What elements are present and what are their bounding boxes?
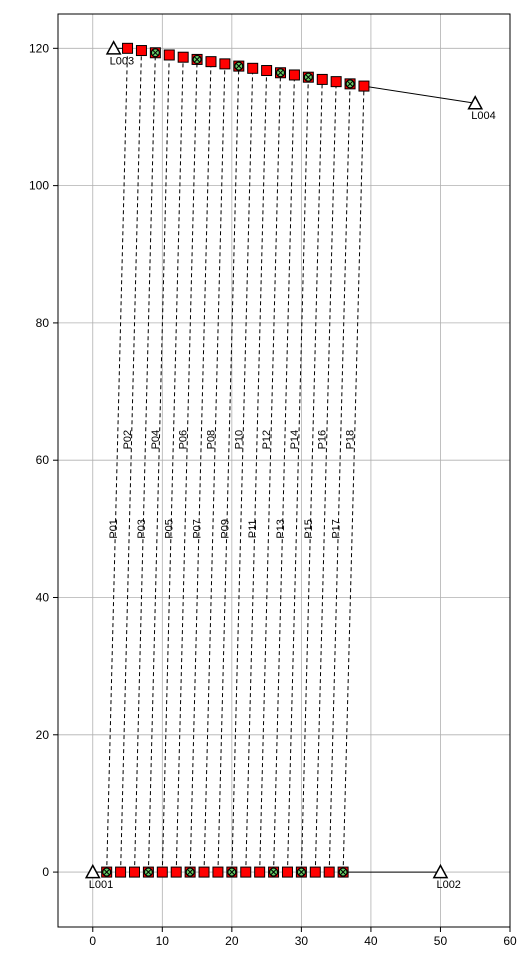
profile-line xyxy=(190,62,211,872)
profile-line xyxy=(148,55,169,872)
corner-label: L004 xyxy=(471,110,495,122)
profile-line xyxy=(134,53,155,872)
profile-line xyxy=(246,71,267,873)
triangle-marker xyxy=(86,865,99,877)
red-square-marker xyxy=(255,867,265,877)
y-tick-label: 0 xyxy=(42,865,49,879)
triangle-marker xyxy=(434,865,447,877)
profile-label: P09 xyxy=(219,519,231,539)
profile-label: P13 xyxy=(275,519,287,539)
profile-label: P11 xyxy=(247,519,259,538)
profile-label: P16 xyxy=(317,430,329,450)
red-square-marker xyxy=(289,70,299,80)
profile-line xyxy=(287,77,308,872)
red-square-marker xyxy=(359,81,369,91)
triangle-marker xyxy=(107,42,120,54)
corner-label: L003 xyxy=(110,55,134,67)
red-square-marker xyxy=(331,77,341,87)
profile-line xyxy=(301,79,322,872)
x-tick-label: 0 xyxy=(89,934,96,948)
y-tick-label: 80 xyxy=(36,316,50,330)
profile-label: P15 xyxy=(303,519,315,539)
profile-label: P04 xyxy=(150,430,162,450)
red-square-marker xyxy=(310,867,320,877)
red-square-marker xyxy=(164,50,174,60)
corner-label: L001 xyxy=(89,879,113,891)
connector-top xyxy=(364,86,475,103)
profile-line xyxy=(176,59,197,872)
red-square-marker xyxy=(136,46,146,56)
profile-label: P06 xyxy=(178,430,190,450)
x-tick-label: 20 xyxy=(225,934,239,948)
profile-label: P18 xyxy=(345,430,357,450)
profile-line xyxy=(274,75,295,872)
red-square-marker xyxy=(324,867,334,877)
red-square-marker xyxy=(262,66,272,76)
red-square-marker xyxy=(248,63,258,73)
profile-label: P01 xyxy=(108,519,120,539)
axes: 0 10 20 30 40 50 60 0 20 40 60 80 100 120 xyxy=(29,41,517,948)
corner-markers: L001 L002 L003 L004 xyxy=(86,42,496,891)
y-tick-label: 60 xyxy=(36,453,50,467)
x-tick-label: 50 xyxy=(434,934,448,948)
profile-label: P03 xyxy=(136,519,148,539)
y-tick-label: 100 xyxy=(29,179,49,193)
red-square-marker xyxy=(206,57,216,67)
red-square-marker xyxy=(199,867,209,877)
y-tick-label: 20 xyxy=(36,728,50,742)
red-square-marker xyxy=(241,867,251,877)
y-tick-label: 40 xyxy=(36,590,50,604)
red-square-marker xyxy=(171,867,181,877)
red-square-marker xyxy=(129,867,139,877)
chart-container: 0 10 20 30 40 50 60 0 20 40 60 80 100 120 P01 P02 P03 P04… xyxy=(0,0,528,967)
red-square-marker xyxy=(157,867,167,877)
profile-label: P14 xyxy=(289,430,301,450)
profile-label: P12 xyxy=(261,430,273,450)
profile-line xyxy=(204,64,225,872)
x-tick-label: 40 xyxy=(364,934,378,948)
red-square-marker xyxy=(282,867,292,877)
red-square-marker xyxy=(220,59,230,69)
profile-label: P05 xyxy=(164,519,176,539)
x-tick-label: 60 xyxy=(503,934,517,948)
y-tick-label: 120 xyxy=(29,41,49,55)
profile-line xyxy=(218,66,239,872)
profile-label: P10 xyxy=(233,430,245,450)
profile-line xyxy=(315,82,336,872)
red-square-marker xyxy=(178,52,188,62)
profile-label: P02 xyxy=(122,430,134,450)
profile-label: P17 xyxy=(331,519,343,539)
corner-label: L002 xyxy=(436,879,460,891)
profile-label: P07 xyxy=(192,519,204,539)
profile-line xyxy=(162,57,183,872)
red-square-marker xyxy=(123,43,133,53)
profile-line xyxy=(343,86,364,872)
profile-line xyxy=(329,84,350,872)
red-square-marker xyxy=(213,867,223,877)
profile-line xyxy=(121,51,142,873)
red-square-marker xyxy=(116,867,126,877)
red-square-marker xyxy=(317,74,327,84)
top-row-markers xyxy=(123,43,369,91)
x-tick-label: 10 xyxy=(156,934,170,948)
profile-line xyxy=(232,68,253,872)
profile-chart: 0 10 20 30 40 50 60 0 20 40 60 80 100 120 P01 P02 P03 P04… xyxy=(0,0,528,967)
profile-line xyxy=(260,73,281,872)
profile-label: P08 xyxy=(205,430,217,450)
x-tick-label: 30 xyxy=(295,934,309,948)
